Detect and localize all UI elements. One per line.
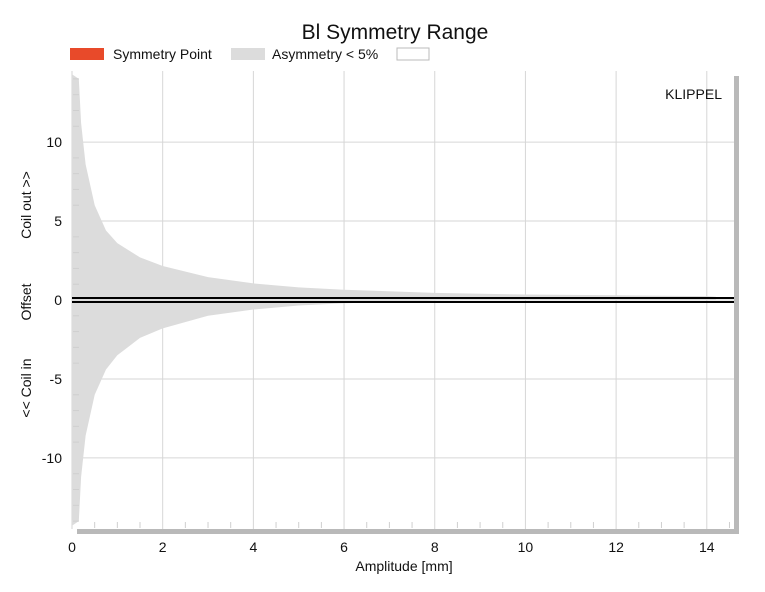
x-tick-label: 2 [159,539,167,555]
x-tick-label: 6 [340,539,348,555]
legend-swatch-asymmetry [231,48,265,60]
y-tick-labels: 10 5 0 -5 -10 [42,134,62,466]
x-tick-label: 0 [68,539,76,555]
x-tick-label: 8 [431,539,439,555]
y-tick-label: 5 [54,213,62,229]
y-axis-label-coil-in: << Coil in [18,358,34,417]
chart-title: Bl Symmetry Range [302,21,489,44]
x-tick-labels: 0 2 4 6 8 10 12 14 [68,539,715,555]
legend-swatch-symmetry-point [70,48,104,60]
y-tick-label: -10 [42,450,62,466]
x-tick-label: 12 [608,539,624,555]
legend: Symmetry Point Asymmetry < 5% [70,46,430,62]
asymmetry-band [72,74,716,526]
legend-label-asymmetry: Asymmetry < 5% [272,46,378,62]
y-axis-label-offset: Offset [18,283,34,320]
x-tick-label: 10 [518,539,534,555]
x-axis-label: Amplitude [mm] [355,558,452,574]
y-axis-label: << Coil in Offset Coil out >> [18,171,34,417]
x-tick-label: 4 [249,539,257,555]
legend-swatch-empty [396,47,430,61]
y-tick-label: -5 [50,371,63,387]
y-tick-label: 0 [54,292,62,308]
y-axis-label-coil-out: Coil out >> [18,171,34,239]
minor-ticks [73,78,730,528]
legend-label-symmetry-point: Symmetry Point [113,46,212,62]
x-tick-label: 14 [699,539,715,555]
klippel-watermark: KLIPPEL [665,86,722,102]
y-tick-label: 10 [46,134,62,150]
symmetry-point-line [72,297,734,303]
